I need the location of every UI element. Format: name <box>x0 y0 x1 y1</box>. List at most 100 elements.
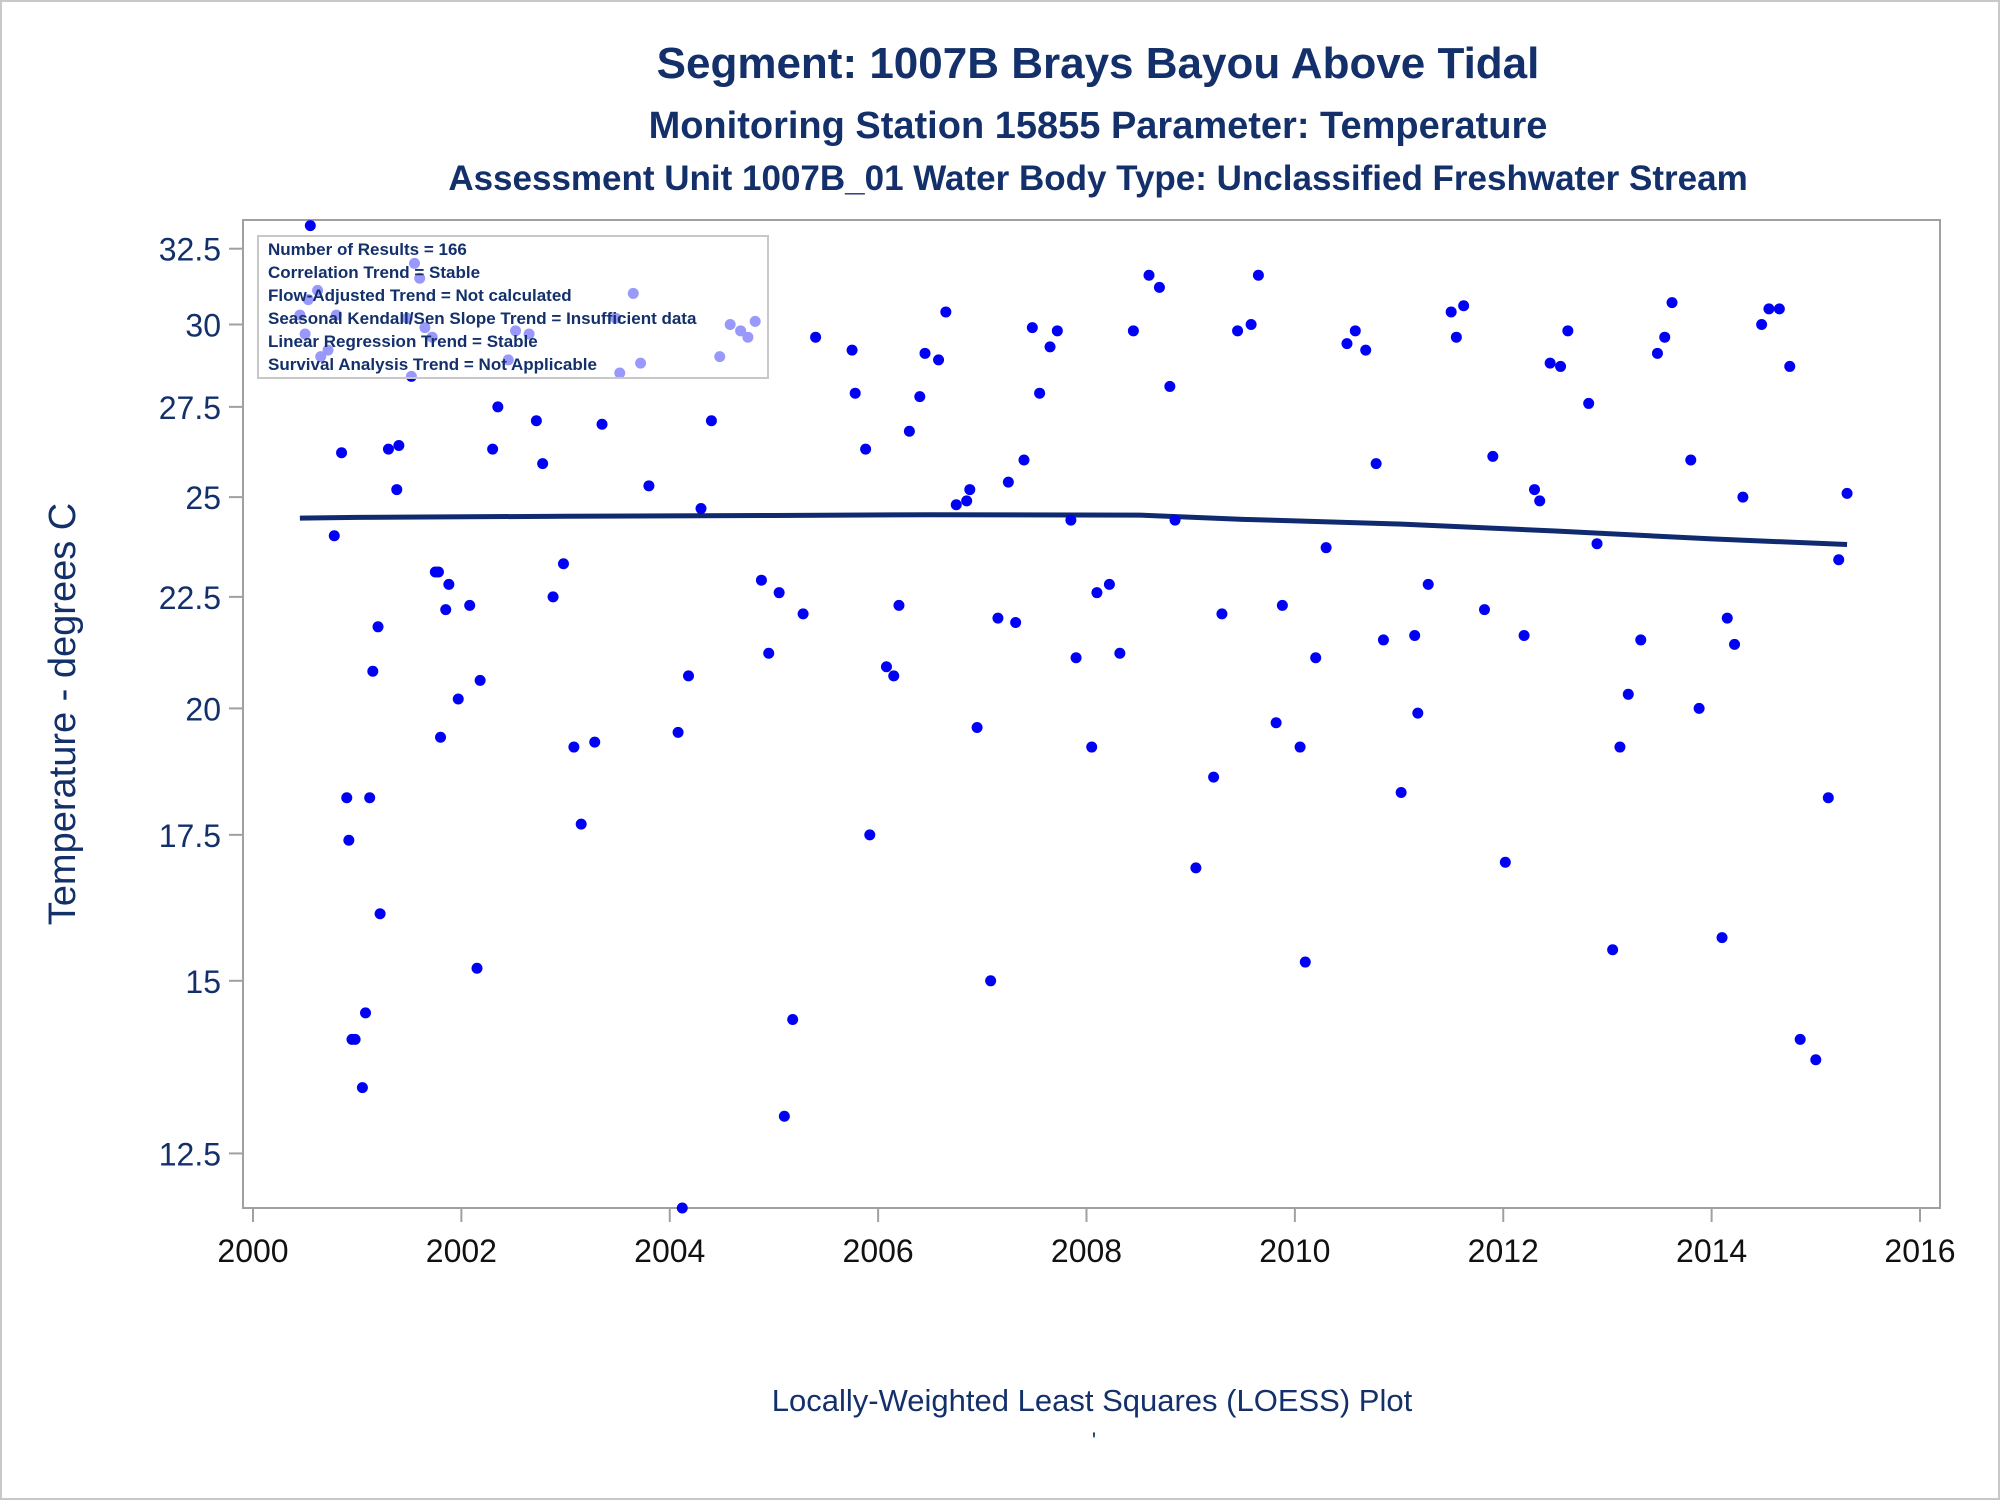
data-point <box>328 530 340 542</box>
data-point <box>1529 484 1541 496</box>
stats-legend: Number of Results = 166 Correlation Tren… <box>257 235 769 379</box>
plot-footnote-mark: ' <box>1092 1428 1096 1453</box>
data-point <box>1310 652 1322 664</box>
data-point <box>1216 608 1228 620</box>
data-point <box>1409 630 1421 642</box>
data-point <box>464 599 476 611</box>
x-tick-label: 2010 <box>1259 1233 1330 1269</box>
x-tick-label: 2008 <box>1051 1233 1122 1269</box>
data-point <box>763 647 775 659</box>
data-point <box>880 661 892 673</box>
data-point <box>919 347 931 359</box>
data-point <box>589 736 601 748</box>
data-point <box>443 578 455 590</box>
data-point <box>452 693 464 705</box>
data-point <box>1070 652 1082 664</box>
chart-subtitle-2: Assessment Unit 1007B_01 Water Body Type… <box>448 159 1747 198</box>
data-point <box>1773 303 1785 315</box>
data-point <box>1044 341 1056 353</box>
data-point <box>643 480 655 492</box>
data-point <box>1164 380 1176 392</box>
data-point <box>1360 344 1372 356</box>
data-point <box>676 1202 688 1214</box>
data-point <box>849 387 861 399</box>
data-point <box>304 220 316 232</box>
data-point <box>1245 318 1257 330</box>
x-tick-label: 2014 <box>1676 1233 1747 1269</box>
data-point <box>888 670 900 682</box>
chart-subtitle: Monitoring Station 15855 Parameter: Temp… <box>649 105 1548 147</box>
x-axis: 2000 2002 2004 2006 2008 2010 2012 2014 2016 <box>217 1208 1956 1269</box>
data-point <box>1377 634 1389 646</box>
data-point <box>349 1033 361 1045</box>
data-point <box>547 591 559 603</box>
data-point <box>435 731 447 743</box>
data-point <box>575 818 587 830</box>
data-point <box>1026 322 1038 334</box>
data-point <box>487 443 499 455</box>
data-point <box>1794 1033 1806 1045</box>
legend-line-survival-analysis: Survival Analysis Trend = Not Applicable <box>268 355 597 374</box>
y-tick-label: 15 <box>185 964 221 1000</box>
data-point <box>1591 538 1603 550</box>
data-point <box>474 674 486 686</box>
data-point <box>971 722 983 734</box>
data-point <box>341 792 353 804</box>
data-point <box>1294 741 1306 753</box>
data-point <box>940 306 952 318</box>
data-point <box>1370 458 1382 470</box>
data-point <box>1607 944 1619 956</box>
data-point <box>1034 387 1046 399</box>
data-point <box>1499 856 1511 868</box>
data-point <box>1051 325 1063 337</box>
data-point <box>695 503 707 515</box>
data-point <box>1232 325 1244 337</box>
data-point <box>1276 599 1288 611</box>
data-point <box>755 574 767 586</box>
data-point <box>1065 514 1077 526</box>
data-point <box>1002 476 1014 488</box>
data-point <box>530 415 542 427</box>
data-point <box>1341 338 1353 350</box>
data-point <box>1635 634 1647 646</box>
data-point <box>1169 514 1181 526</box>
data-point <box>393 440 405 452</box>
data-point <box>432 566 444 578</box>
data-point <box>1143 269 1155 281</box>
data-point <box>1716 932 1728 944</box>
data-point <box>914 391 926 403</box>
data-point <box>1729 638 1741 650</box>
data-point <box>950 499 962 511</box>
data-point <box>1010 616 1022 628</box>
data-point <box>343 834 355 846</box>
data-point <box>360 1007 372 1019</box>
data-point <box>568 741 580 753</box>
data-point <box>364 792 376 804</box>
x-tick-label: 2002 <box>426 1233 497 1269</box>
legend-box <box>257 235 769 379</box>
data-point <box>1737 491 1749 503</box>
data-point <box>557 558 569 570</box>
data-point <box>336 447 348 459</box>
chart-title: Segment: 1007B Brays Bayou Above Tidal <box>657 39 1540 88</box>
data-point <box>933 354 945 366</box>
data-point <box>471 962 483 974</box>
legend-line-results: Number of Results = 166 <box>268 240 467 259</box>
data-point <box>1583 397 1595 409</box>
data-point <box>1127 325 1139 337</box>
y-tick-label: 17.5 <box>159 818 221 854</box>
legend-line-seasonal-kendall: Seasonal Kendall/Sen Slope Trend = Insuf… <box>268 309 697 328</box>
data-point <box>1450 331 1462 343</box>
data-point <box>773 587 785 599</box>
data-point <box>1153 281 1165 293</box>
y-tick-label: 20 <box>185 691 221 727</box>
data-point <box>391 484 403 496</box>
data-point <box>1756 318 1768 330</box>
data-point <box>1478 604 1490 616</box>
data-point <box>1534 495 1546 507</box>
data-point <box>440 604 452 616</box>
data-point <box>1445 306 1457 318</box>
data-point <box>705 415 717 427</box>
y-tick-label: 27.5 <box>159 390 221 426</box>
data-point <box>683 670 695 682</box>
